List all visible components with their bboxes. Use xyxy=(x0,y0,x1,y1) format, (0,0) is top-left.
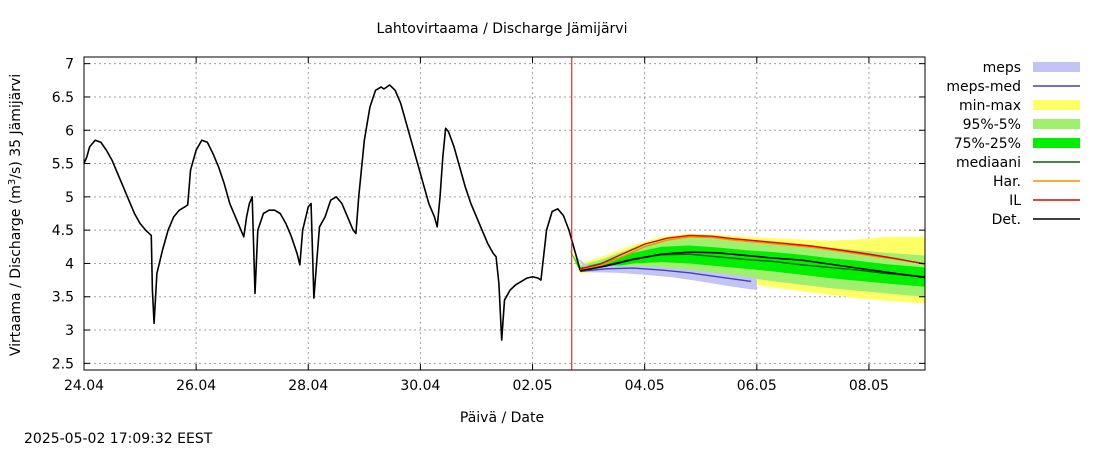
y-tick-label: 7 xyxy=(65,57,74,73)
y-axis-label-main: Virtaama / Discharge (m xyxy=(8,185,24,356)
x-tick-label: 08.05 xyxy=(849,378,889,394)
x-axis-label: Päivä / Date xyxy=(460,410,544,426)
y-tick-label: 4 xyxy=(65,256,74,272)
x-tick-label: 04.05 xyxy=(625,378,665,394)
series-det xyxy=(580,251,926,279)
legend-swatch-minmax xyxy=(1033,100,1080,110)
y-tick-label: 3 xyxy=(65,323,74,339)
legend-label-median: mediaani xyxy=(956,155,1021,171)
y-tick-label: 6 xyxy=(65,123,74,139)
legend-label-meps_med: meps-med xyxy=(946,79,1021,95)
chart-title: Lahtovirtaama / Discharge Jämijärvi xyxy=(377,21,628,37)
y-axis-label-rest: /s) 35 Jämijärvi xyxy=(8,74,24,179)
legend-label-p95_5: 95%-5% xyxy=(963,117,1021,133)
x-tick-label: 26.04 xyxy=(176,378,216,394)
y-tick-label: 5.5 xyxy=(52,157,74,173)
y-tick-label: 3.5 xyxy=(52,290,74,306)
data-series xyxy=(83,84,926,341)
axis-ticks: 24.04 26.04 28.04 30.04 02.05 04.05 06.05 08.05… xyxy=(52,57,925,394)
plot-frame xyxy=(83,56,926,371)
x-tick-label: 28.04 xyxy=(288,378,328,394)
x-tick-label: 06.05 xyxy=(737,378,777,394)
legend-label-meps: meps xyxy=(983,60,1021,76)
series-observed xyxy=(83,84,581,341)
legend-label-det: Det. xyxy=(992,212,1021,228)
x-tick-label: 02.05 xyxy=(512,378,552,394)
timestamp: 2025-05-02 17:09:32 EEST xyxy=(24,431,213,447)
y-tick-label: 4.5 xyxy=(52,223,74,239)
y-axis-label-superscript: 3 xyxy=(7,179,18,185)
y-tick-label: 2.5 xyxy=(52,356,74,372)
y-tick-label: 5 xyxy=(65,190,74,206)
y-axis-label: Virtaama / Discharge (m3/s) 35 Jämijärvi xyxy=(7,74,25,356)
y-tick-label: 6.5 xyxy=(52,90,74,106)
x-tick-label: 30.04 xyxy=(400,378,440,394)
legend-label-har: Har. xyxy=(993,174,1021,190)
legend: meps meps-med min-max 95%-5% 75%-25% mediaani… xyxy=(946,60,1080,228)
legend-swatch-meps xyxy=(1033,62,1080,72)
series-meps_med xyxy=(580,267,752,283)
legend-label-minmax: min-max xyxy=(959,98,1021,114)
legend-swatch-p95_5 xyxy=(1033,119,1080,129)
series-har xyxy=(580,236,926,271)
x-tick-label: 24.04 xyxy=(64,378,104,394)
series-il xyxy=(580,234,926,270)
legend-label-p75_25: 75%-25% xyxy=(954,136,1021,152)
band-meps xyxy=(574,255,757,291)
legend-swatch-p75_25 xyxy=(1033,138,1080,148)
grid-lines xyxy=(83,57,925,370)
legend-label-il: IL xyxy=(1009,193,1021,209)
